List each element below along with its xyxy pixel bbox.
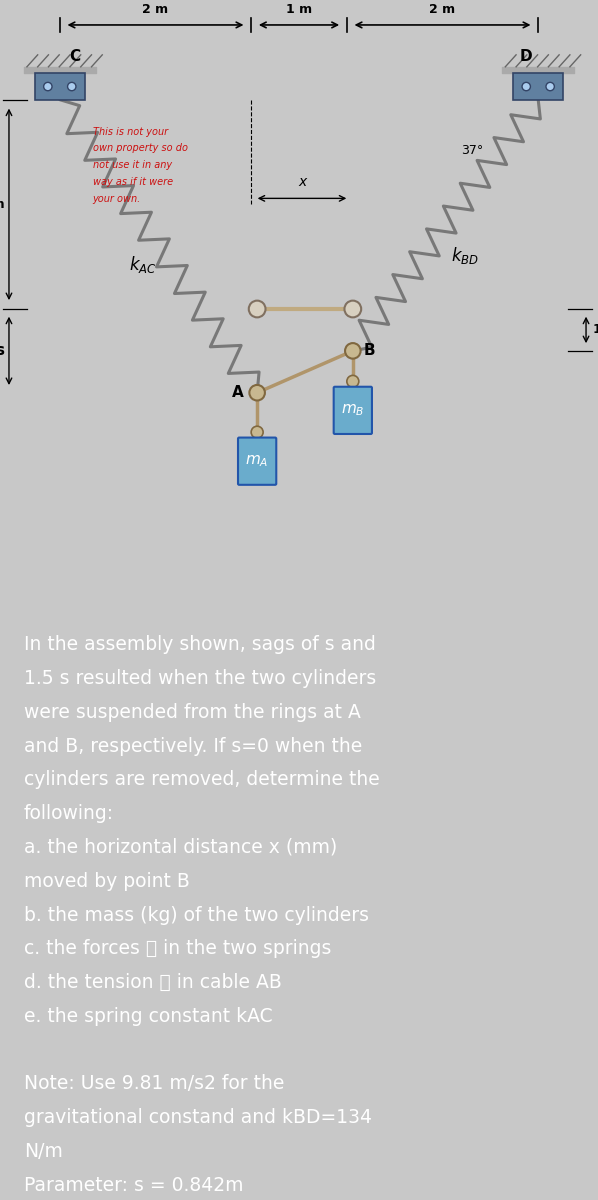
- Circle shape: [44, 83, 52, 91]
- Text: following:: following:: [24, 804, 114, 823]
- Text: 2 m: 2 m: [429, 2, 456, 16]
- Text: c. the forces 👎 in the two springs: c. the forces 👎 in the two springs: [24, 940, 331, 959]
- Polygon shape: [35, 73, 85, 100]
- Circle shape: [251, 426, 263, 438]
- Text: Parameter: s = 0.842m: Parameter: s = 0.842m: [24, 1176, 243, 1194]
- FancyBboxPatch shape: [334, 386, 372, 434]
- Text: $m_B$: $m_B$: [341, 402, 365, 419]
- Text: were suspended from the rings at A: were suspended from the rings at A: [24, 703, 361, 722]
- Text: This is not your: This is not your: [93, 127, 168, 137]
- FancyBboxPatch shape: [238, 438, 276, 485]
- Polygon shape: [513, 73, 563, 100]
- Text: e. the spring constant kAC: e. the spring constant kAC: [24, 1007, 273, 1026]
- Text: d. the tension 👎 in cable AB: d. the tension 👎 in cable AB: [24, 973, 282, 992]
- Text: not use it in any: not use it in any: [93, 160, 172, 170]
- Text: 1.5 m: 1.5 m: [0, 198, 4, 211]
- Text: A: A: [232, 385, 244, 401]
- Text: b. the mass (kg) of the two cylinders: b. the mass (kg) of the two cylinders: [24, 906, 369, 924]
- Text: $k_{BD}$: $k_{BD}$: [451, 245, 480, 265]
- Text: 1.5 s resulted when the two cylinders: 1.5 s resulted when the two cylinders: [24, 670, 376, 689]
- Text: a. the horizontal distance x (mm): a. the horizontal distance x (mm): [24, 838, 337, 857]
- Text: D: D: [520, 49, 532, 64]
- Text: 37°: 37°: [461, 144, 484, 157]
- Text: 2 m: 2 m: [142, 2, 169, 16]
- Text: x: x: [298, 175, 306, 190]
- Circle shape: [344, 301, 361, 317]
- Text: N/m: N/m: [24, 1142, 63, 1160]
- Circle shape: [68, 83, 76, 91]
- Text: own property so do: own property so do: [93, 143, 188, 154]
- Circle shape: [347, 376, 359, 388]
- Text: In the assembly shown, sags of s and: In the assembly shown, sags of s and: [24, 636, 376, 654]
- Text: $m_A$: $m_A$: [245, 454, 269, 469]
- Text: way as if it were: way as if it were: [93, 176, 173, 187]
- Text: $k_{AC}$: $k_{AC}$: [129, 253, 156, 275]
- Text: 1 m: 1 m: [286, 2, 312, 16]
- Text: s: s: [0, 343, 4, 359]
- Circle shape: [522, 83, 530, 91]
- Text: and B, respectively. If s=0 when the: and B, respectively. If s=0 when the: [24, 737, 362, 756]
- Text: 1.5 s: 1.5 s: [593, 324, 598, 336]
- Circle shape: [249, 301, 266, 317]
- Text: C: C: [69, 49, 80, 64]
- Text: Note: Use 9.81 m/s2 for the: Note: Use 9.81 m/s2 for the: [24, 1074, 284, 1093]
- Circle shape: [249, 385, 265, 401]
- Text: your own.: your own.: [93, 193, 141, 204]
- Text: moved by point B: moved by point B: [24, 871, 190, 890]
- Text: B: B: [364, 343, 375, 359]
- Circle shape: [546, 83, 554, 91]
- Text: gravitational constand and kBD=134: gravitational constand and kBD=134: [24, 1108, 372, 1127]
- Circle shape: [345, 343, 361, 359]
- Text: cylinders are removed, determine the: cylinders are removed, determine the: [24, 770, 380, 790]
